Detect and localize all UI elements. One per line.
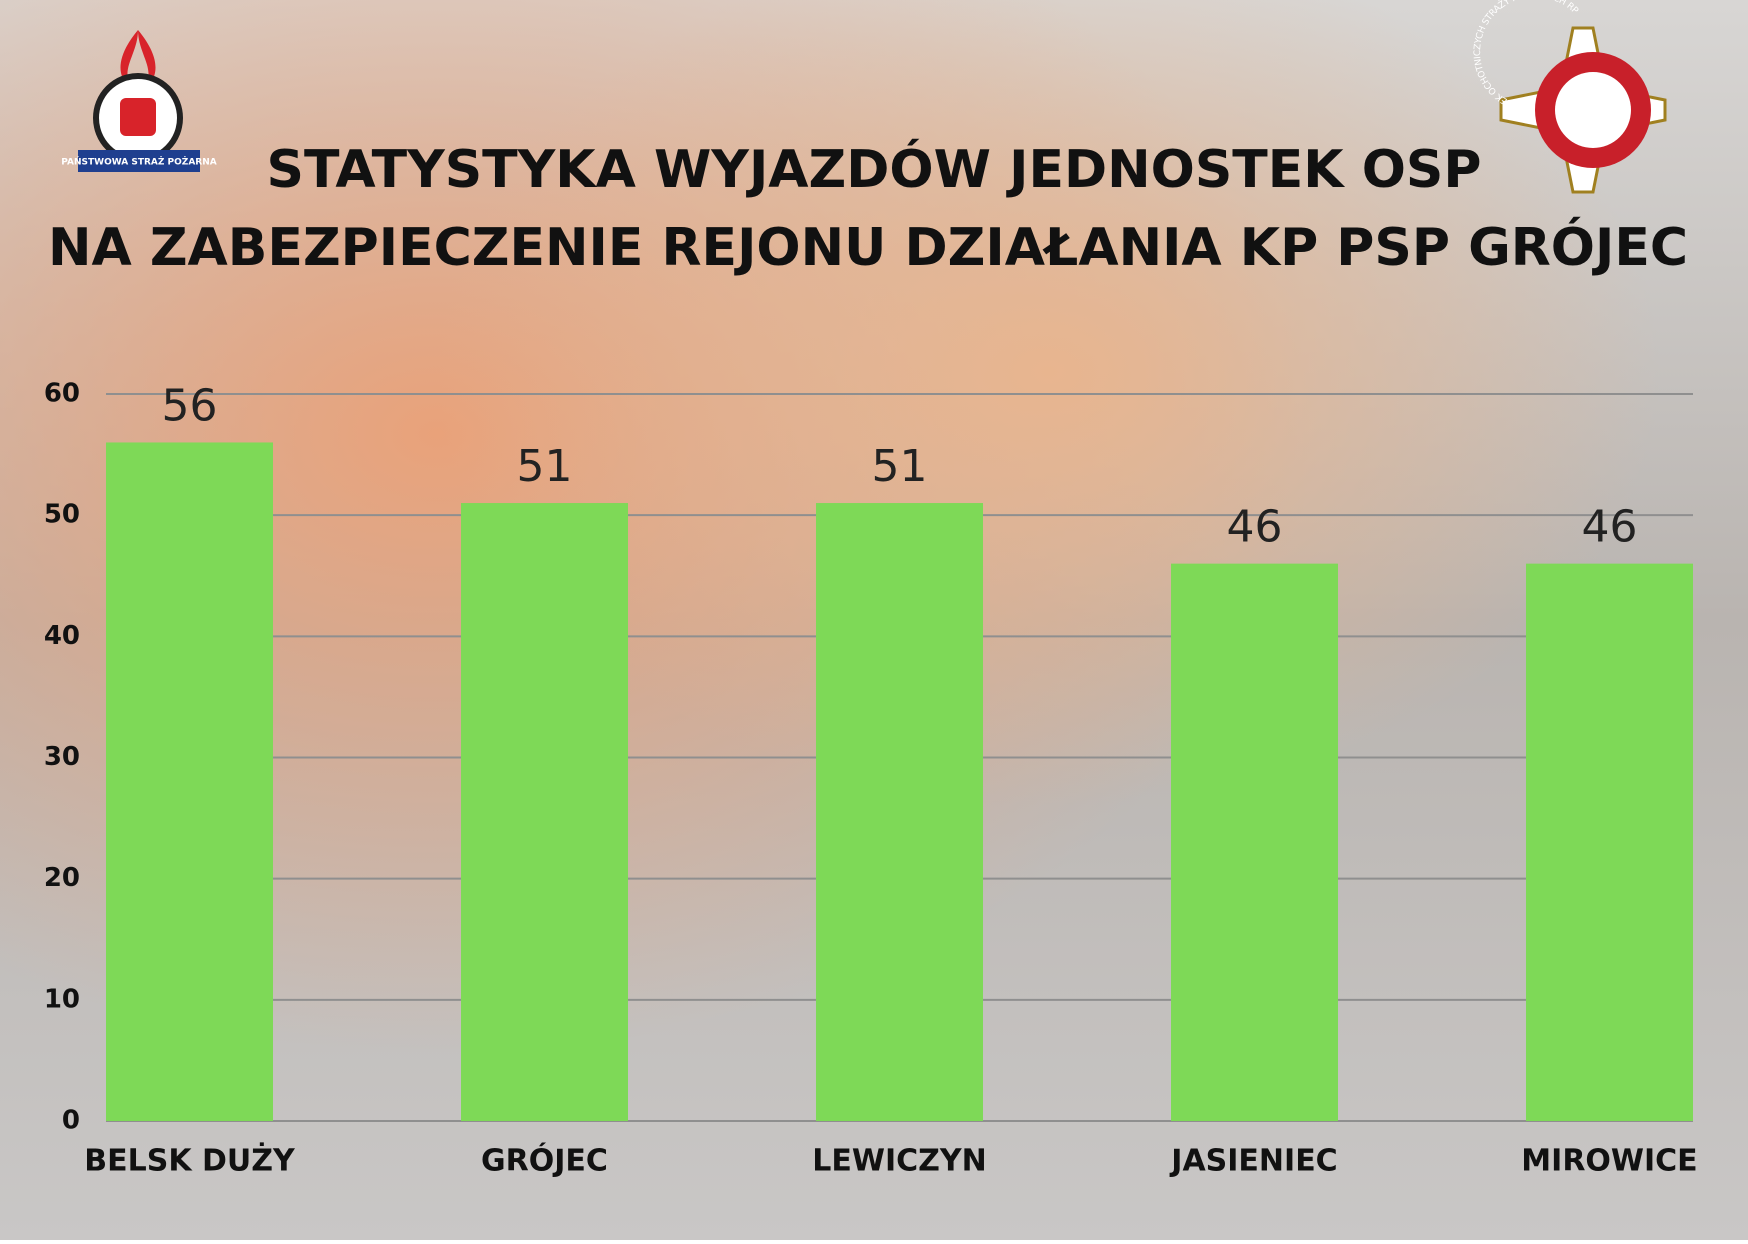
- bar: [816, 503, 983, 1121]
- y-tick-label: 40: [44, 621, 80, 651]
- bar: [1526, 563, 1693, 1121]
- chart-title: STATYSTYKA WYJAZDÓW JEDNOSTEK OSP: [267, 138, 1482, 200]
- y-tick-label: 30: [44, 742, 80, 772]
- chart-title: NA ZABEZPIECZENIE REJONU DZIAŁANIA KP PS…: [48, 216, 1688, 278]
- y-tick-label: 60: [44, 379, 80, 409]
- y-tick-label: 20: [44, 863, 80, 893]
- bar: [106, 442, 273, 1121]
- y-tick-label: 0: [62, 1106, 80, 1136]
- value-label: 51: [517, 441, 573, 492]
- x-tick-label: LEWICZYN: [812, 1144, 986, 1179]
- value-label: 56: [162, 380, 218, 431]
- x-tick-label: GRÓJEC: [481, 1142, 608, 1179]
- value-label: 46: [1582, 502, 1638, 553]
- x-tick-label: JASIENIEC: [1169, 1144, 1337, 1179]
- value-label: 46: [1227, 502, 1283, 553]
- logo-text: PAŃSTWOWA STRAŻ POŻARNA: [61, 156, 216, 168]
- bar: [461, 503, 628, 1121]
- logo-psp: PAŃSTWOWA STRAŻ POŻARNA: [61, 30, 217, 172]
- y-tick-label: 10: [44, 984, 80, 1014]
- x-tick-label: BELSK DUŻY: [84, 1143, 296, 1179]
- bar: [1171, 563, 1338, 1121]
- value-label: 51: [872, 441, 928, 492]
- x-tick-label: MIROWICE: [1521, 1144, 1697, 1179]
- y-tick-label: 50: [44, 500, 80, 530]
